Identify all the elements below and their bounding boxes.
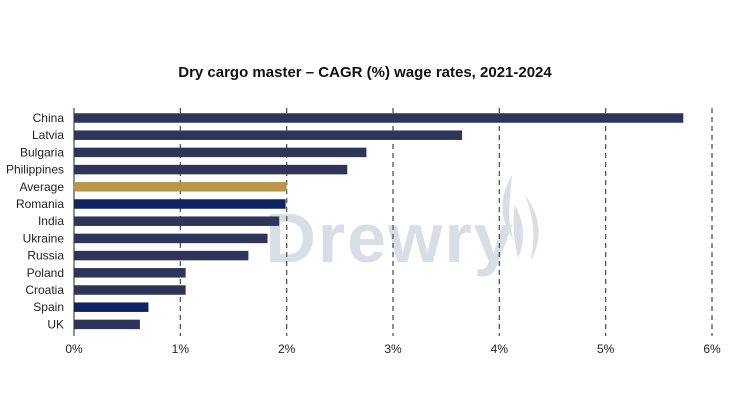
bar xyxy=(74,250,249,261)
bar xyxy=(74,233,268,244)
bar xyxy=(74,182,287,192)
x-axis-ticks: 0% 1% 2% 3% 4% 5% 6% xyxy=(65,342,721,356)
category-label: Latvia xyxy=(32,128,64,142)
category-label: India xyxy=(38,214,64,228)
category-label: Russia xyxy=(27,249,64,263)
category-label: China xyxy=(33,111,65,125)
category-label: Spain xyxy=(33,300,64,314)
bar xyxy=(74,216,280,226)
flame-logo-icon xyxy=(502,175,539,262)
category-labels: China Latvia Bulgaria Philippines Average Rom… xyxy=(6,111,64,331)
x-tick-label: 6% xyxy=(703,342,721,356)
category-label: Croatia xyxy=(25,283,64,297)
bar xyxy=(74,285,186,295)
drewry-watermark: Drewry xyxy=(265,175,539,277)
watermark-text: Drewry xyxy=(265,199,514,277)
bar xyxy=(74,319,140,330)
bar xyxy=(74,113,684,123)
bar xyxy=(74,164,348,175)
bar xyxy=(74,268,186,278)
gridlines xyxy=(73,108,713,336)
chart-title: Dry cargo master – CAGR (%) wage rates, … xyxy=(178,64,552,81)
category-label: Philippines xyxy=(6,163,64,177)
x-tick-label: 4% xyxy=(491,342,509,356)
bar xyxy=(74,199,286,209)
x-tick-label: 3% xyxy=(384,342,402,356)
x-tick-label: 0% xyxy=(65,342,83,356)
category-label: Poland xyxy=(27,266,64,280)
x-tick-label: 2% xyxy=(278,342,296,356)
bar xyxy=(74,147,367,158)
bars xyxy=(74,113,684,330)
x-tick-label: 1% xyxy=(172,342,190,356)
category-label: UK xyxy=(47,317,64,331)
category-label: Ukraine xyxy=(23,231,65,245)
category-label: Romania xyxy=(16,197,64,211)
category-label: Bulgaria xyxy=(20,145,64,159)
bar xyxy=(74,130,463,140)
bar xyxy=(74,302,149,312)
x-tick-label: 5% xyxy=(597,342,615,356)
category-label: Average xyxy=(20,180,65,194)
